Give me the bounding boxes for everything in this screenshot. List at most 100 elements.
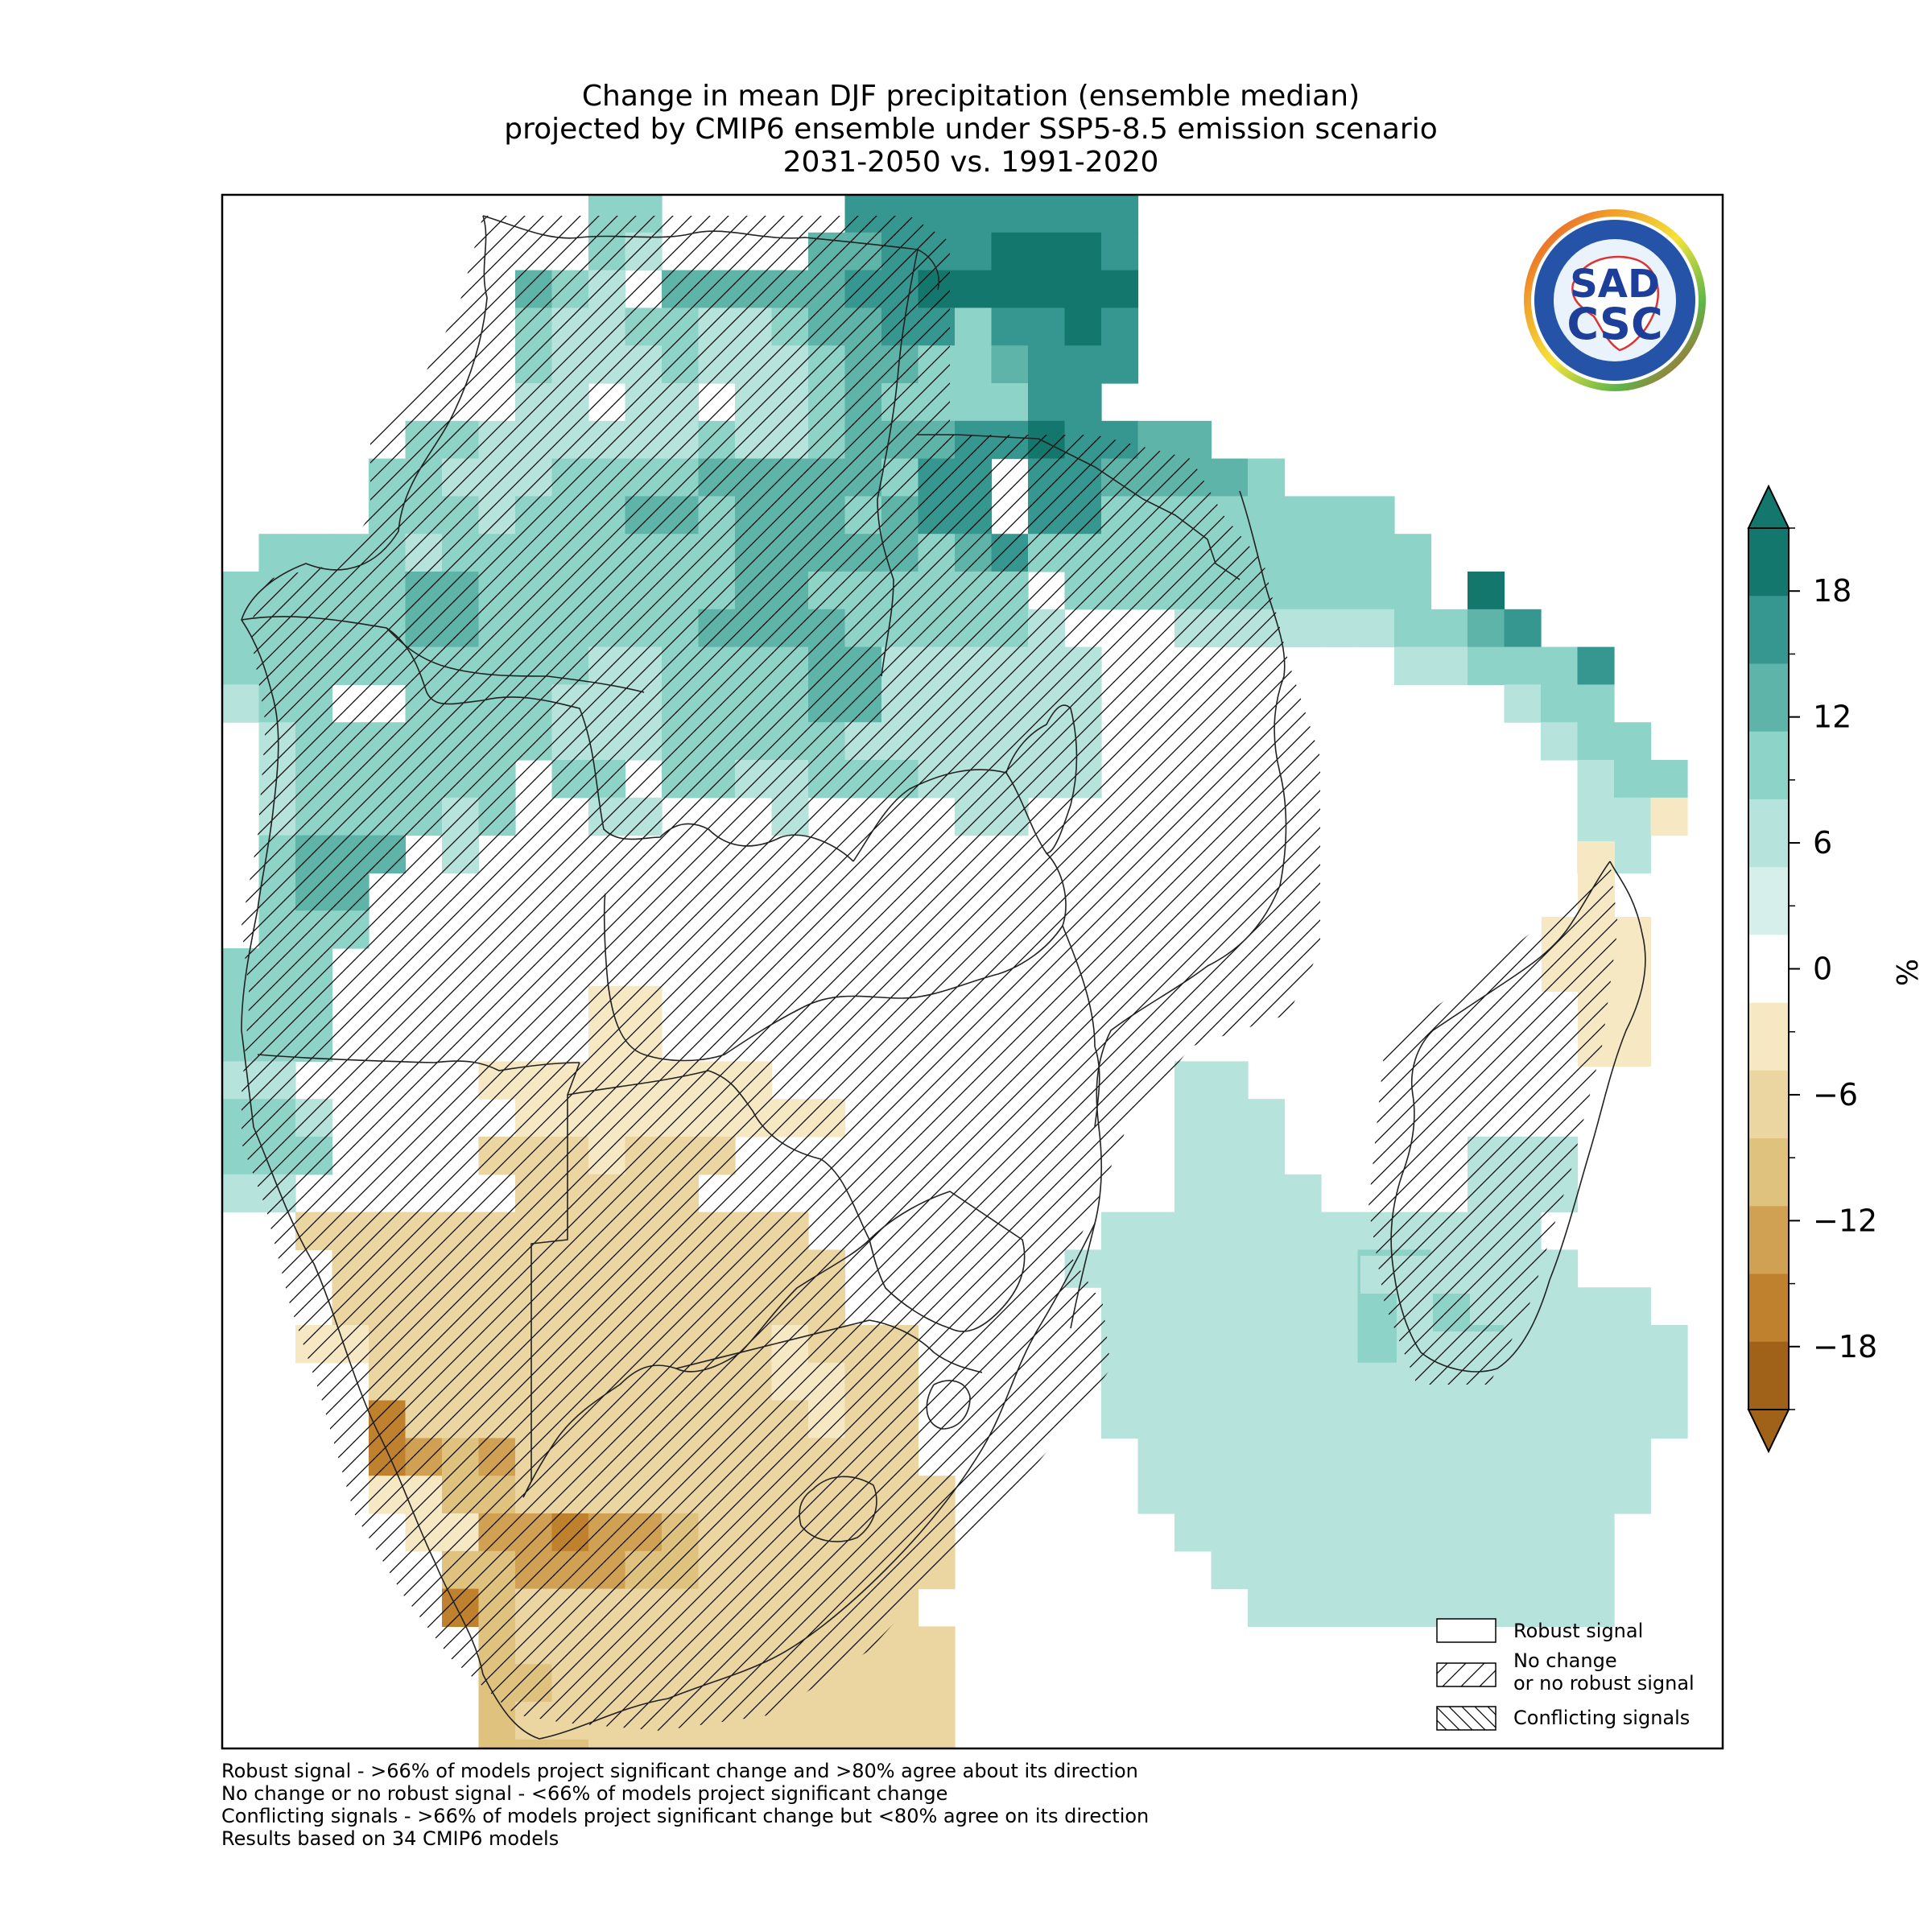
grid-cell [1541, 1476, 1579, 1514]
grid-cell [1394, 1400, 1432, 1439]
grid-cell [258, 534, 296, 572]
grid-cell [1430, 1400, 1468, 1439]
grid-cell [1248, 1137, 1286, 1175]
logo-main-text: CSC [1567, 299, 1662, 349]
grid-cell [222, 572, 260, 610]
grid-cell [1211, 1362, 1249, 1402]
grid-cell [1211, 1550, 1249, 1590]
grid-cell [625, 1739, 663, 1748]
grid-cell [1211, 1287, 1249, 1326]
grid-cell [1284, 1362, 1322, 1402]
border-line [675, 1319, 983, 1373]
border-line [1005, 704, 1078, 854]
colorbar-extend-low [1747, 1409, 1790, 1454]
grid-cell [1357, 534, 1395, 572]
colorbar-tick-label: −18 [1813, 1329, 1877, 1364]
grid-cell [222, 646, 260, 685]
grid-cell [1211, 1099, 1249, 1137]
grid-cell [1394, 646, 1432, 685]
colorbar-tick-label: 0 [1813, 952, 1832, 987]
grid-cell [1430, 1550, 1468, 1590]
grid-cell [1101, 1249, 1139, 1288]
grid-cell [1321, 609, 1359, 648]
grid-cell [1248, 458, 1286, 497]
grid-cell [1614, 835, 1652, 873]
footnote-2: No change or no robust signal - <66% of … [221, 1782, 947, 1805]
grid-cell [588, 1739, 626, 1748]
grid-cell [1248, 1550, 1286, 1590]
grid-cell [1064, 270, 1102, 308]
grid-cell [1504, 1513, 1542, 1552]
grid-cell [1137, 1287, 1175, 1326]
grid-cell [1064, 308, 1102, 346]
grid-cell [1430, 1438, 1468, 1476]
grid-cell [1248, 1174, 1286, 1213]
grid-cell [1541, 1438, 1579, 1476]
grid-cell [1577, 1513, 1615, 1552]
grid-cell [222, 1174, 260, 1213]
grid-cell [1577, 1362, 1615, 1402]
grid-cell [1321, 572, 1359, 610]
border-line [386, 627, 645, 693]
colorbar-segment [1748, 528, 1789, 597]
legend-label-no-change-1: No change [1513, 1649, 1617, 1672]
grid-cell [1357, 1362, 1395, 1402]
grid-cell [1614, 1400, 1652, 1439]
grid-cell [1284, 1287, 1322, 1326]
grid-cell [1174, 1249, 1212, 1288]
grid-cell [991, 383, 1029, 422]
hatching-no-robust-signal [242, 216, 1618, 1731]
grid-cell [1394, 1588, 1432, 1627]
grid-cell [1468, 646, 1505, 685]
grid-cell [1650, 1362, 1688, 1402]
grid-cell [1174, 1137, 1212, 1175]
grid-cell [991, 195, 1029, 233]
grid-cell [1101, 345, 1139, 384]
grid-cell [1394, 534, 1432, 572]
grid-cell [955, 270, 993, 308]
grid-cell [1064, 195, 1102, 233]
grid-cell [1248, 1513, 1286, 1552]
grid-cell [1028, 195, 1066, 233]
colorbar-segments [1747, 484, 1790, 1454]
grid-cell [1064, 383, 1102, 422]
grid-cell [1211, 1249, 1249, 1288]
hatch-legend: Robust signal No change or no robust sig… [1436, 1618, 1695, 1731]
colorbar-tick-label: −12 [1813, 1203, 1877, 1238]
grid-cell [1284, 572, 1322, 610]
hatch-region [242, 216, 1320, 1731]
grid-cell [1284, 496, 1322, 535]
grid-cell [1211, 458, 1249, 497]
grid-cell [955, 383, 993, 422]
colorbar-ticks: 18 12 6 0 −6 −12 −18 [1789, 527, 1877, 1410]
grid-cell [1284, 534, 1322, 572]
logo-africa-shape [1571, 255, 1659, 352]
grid-cell [1137, 1325, 1175, 1364]
grid-cell [955, 345, 993, 384]
grid-cell [1468, 1550, 1505, 1590]
grid-cell [918, 1702, 956, 1740]
grid-cell [1211, 1212, 1249, 1250]
grid-cell [1174, 1438, 1212, 1476]
grid-cell [515, 1739, 553, 1748]
grid-cell [955, 195, 993, 233]
grid-cell [698, 1739, 736, 1748]
grid-cell [1650, 1325, 1688, 1364]
grid-cell [1504, 1438, 1542, 1476]
grid-cell [1284, 1513, 1322, 1552]
grid-cell [1174, 1400, 1212, 1439]
grid-cell [1211, 1061, 1249, 1100]
footnotes: Robust signal - >66% of models project s… [221, 1760, 1149, 1850]
colorbar-segment [1748, 1341, 1789, 1410]
grid-cell [1394, 1438, 1432, 1476]
colorbar-segment [1748, 1138, 1789, 1207]
grid-cell [1248, 1212, 1286, 1250]
grid-cell [1174, 420, 1212, 460]
grid-cell [1577, 797, 1615, 836]
map-panel [222, 195, 1723, 1748]
grid-cell [1137, 1400, 1175, 1439]
grid-cell [1248, 1325, 1286, 1364]
grid-cell [1614, 992, 1651, 1030]
grid-cell [1650, 1400, 1688, 1439]
grid-cell [1357, 1400, 1395, 1439]
